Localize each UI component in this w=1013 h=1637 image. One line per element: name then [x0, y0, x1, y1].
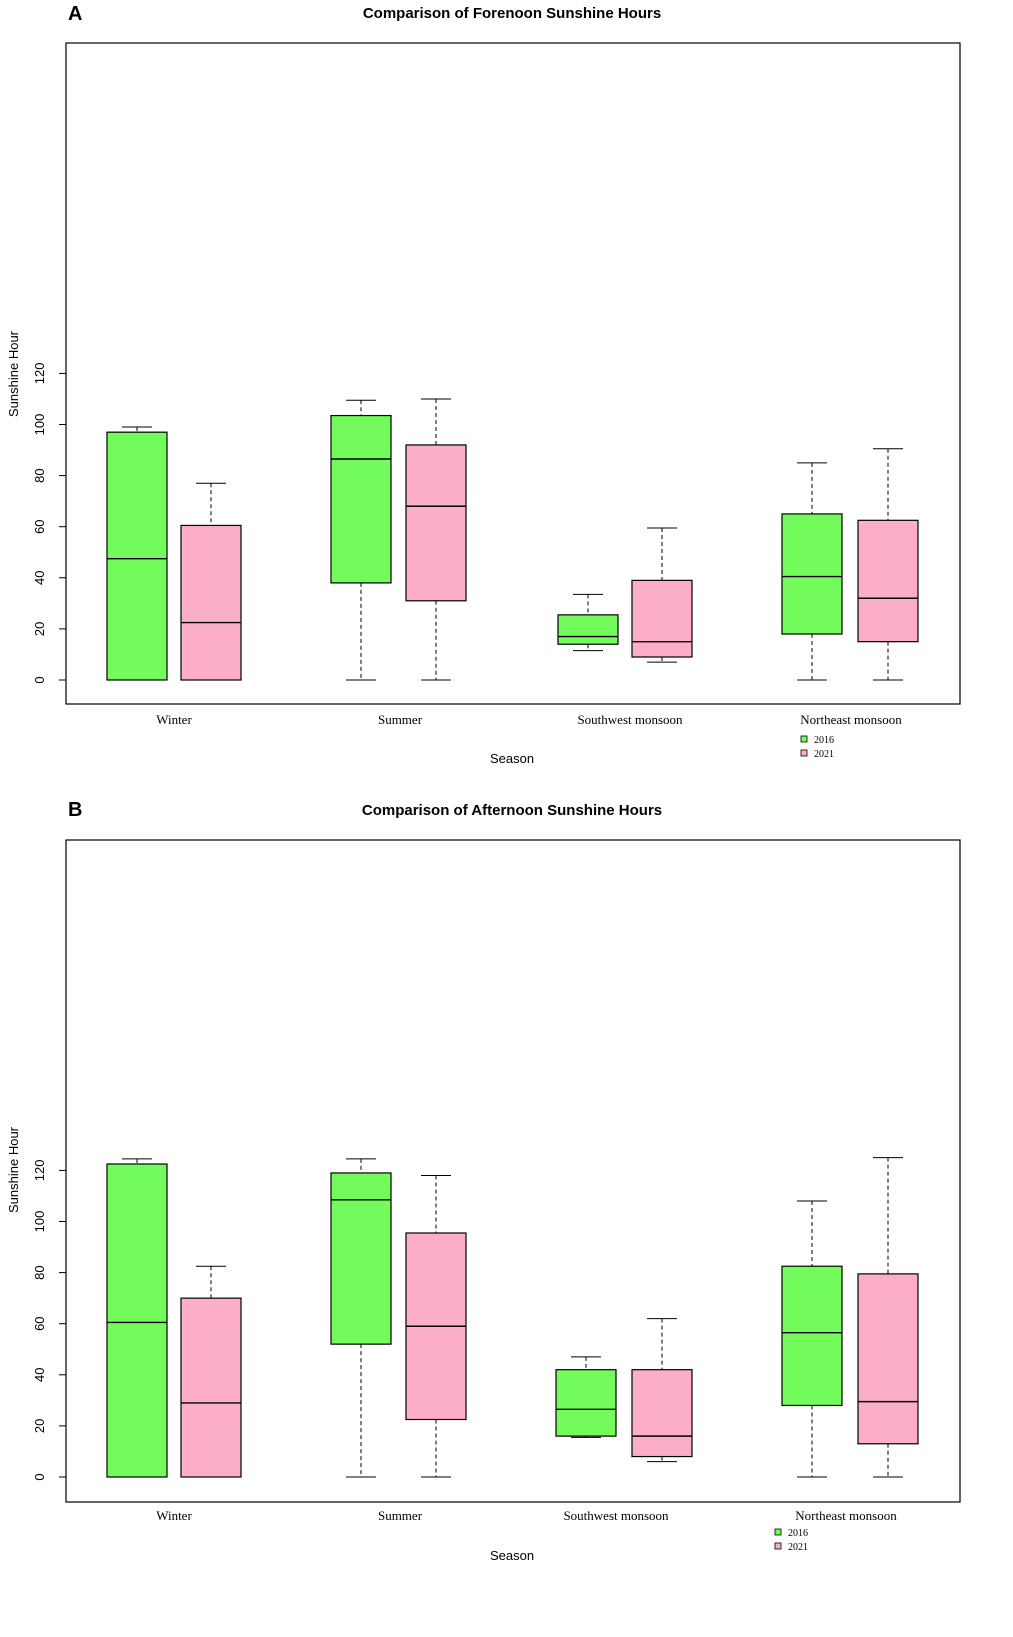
- box-2016-2: [555, 1369, 617, 1437]
- y-tick-label: 120: [32, 363, 47, 385]
- legend-label: 2021: [814, 749, 834, 760]
- y-tick-label: 100: [32, 414, 47, 436]
- box-2016-0: [106, 1163, 168, 1478]
- y-axis-title: Sunshine Hour: [6, 1126, 21, 1213]
- legend-label: 2016: [814, 735, 834, 746]
- y-tick-label: 40: [32, 1368, 47, 1382]
- box-2021-2: [631, 579, 693, 658]
- legend-label: 2021: [788, 1542, 808, 1553]
- y-tick-label: 120: [32, 1160, 47, 1182]
- plot-frame: [65, 839, 961, 1503]
- category-label: Southwest monsoon: [577, 712, 683, 727]
- category-label: Northeast monsoon: [795, 1508, 897, 1523]
- box-2016-3: [781, 1265, 843, 1407]
- category-label: Southwest monsoon: [563, 1508, 669, 1523]
- y-tick-label: 60: [32, 1316, 47, 1330]
- category-label: Summer: [378, 1508, 423, 1523]
- box-2021-0: [180, 524, 242, 681]
- y-tick-label: 80: [32, 468, 47, 482]
- panel-label: B: [68, 799, 82, 821]
- category-label: Northeast monsoon: [800, 712, 902, 727]
- x-axis-title: Season: [490, 751, 534, 766]
- y-tick-label: 20: [32, 1419, 47, 1433]
- legend-swatch-2021: [774, 1542, 782, 1550]
- box-2021-3: [857, 519, 919, 643]
- box-2016-3: [781, 513, 843, 635]
- y-tick-label: 40: [32, 571, 47, 585]
- y-tick-label: 100: [32, 1211, 47, 1233]
- y-axis-title: Sunshine Hour: [6, 330, 21, 417]
- box-2016-1: [330, 414, 392, 584]
- box-2021-1: [405, 444, 467, 602]
- y-tick-label: 0: [32, 1473, 47, 1480]
- box-2016-2: [557, 614, 619, 645]
- x-axis-title: Season: [490, 1548, 534, 1563]
- y-tick-label: 80: [32, 1265, 47, 1279]
- box-2016-1: [330, 1172, 392, 1345]
- category-label: Winter: [156, 712, 192, 727]
- box-2021-2: [631, 1369, 693, 1458]
- legend-swatch-2021: [800, 749, 808, 757]
- category-label: Winter: [156, 1508, 192, 1523]
- legend-label: 2016: [788, 1528, 808, 1539]
- legend-swatch-2016: [774, 1528, 782, 1536]
- chart-title: Comparison of Afternoon Sunshine Hours: [362, 802, 662, 819]
- chart-title: Comparison of Forenoon Sunshine Hours: [363, 5, 661, 22]
- y-tick-label: 20: [32, 622, 47, 636]
- box-2021-3: [857, 1273, 919, 1445]
- legend-swatch-2016: [800, 735, 808, 743]
- y-tick-label: 0: [32, 676, 47, 683]
- box-2016-0: [106, 431, 168, 681]
- panel-label: A: [68, 3, 82, 25]
- box-2021-0: [180, 1297, 242, 1478]
- category-label: Summer: [378, 712, 423, 727]
- y-tick-label: 60: [32, 519, 47, 533]
